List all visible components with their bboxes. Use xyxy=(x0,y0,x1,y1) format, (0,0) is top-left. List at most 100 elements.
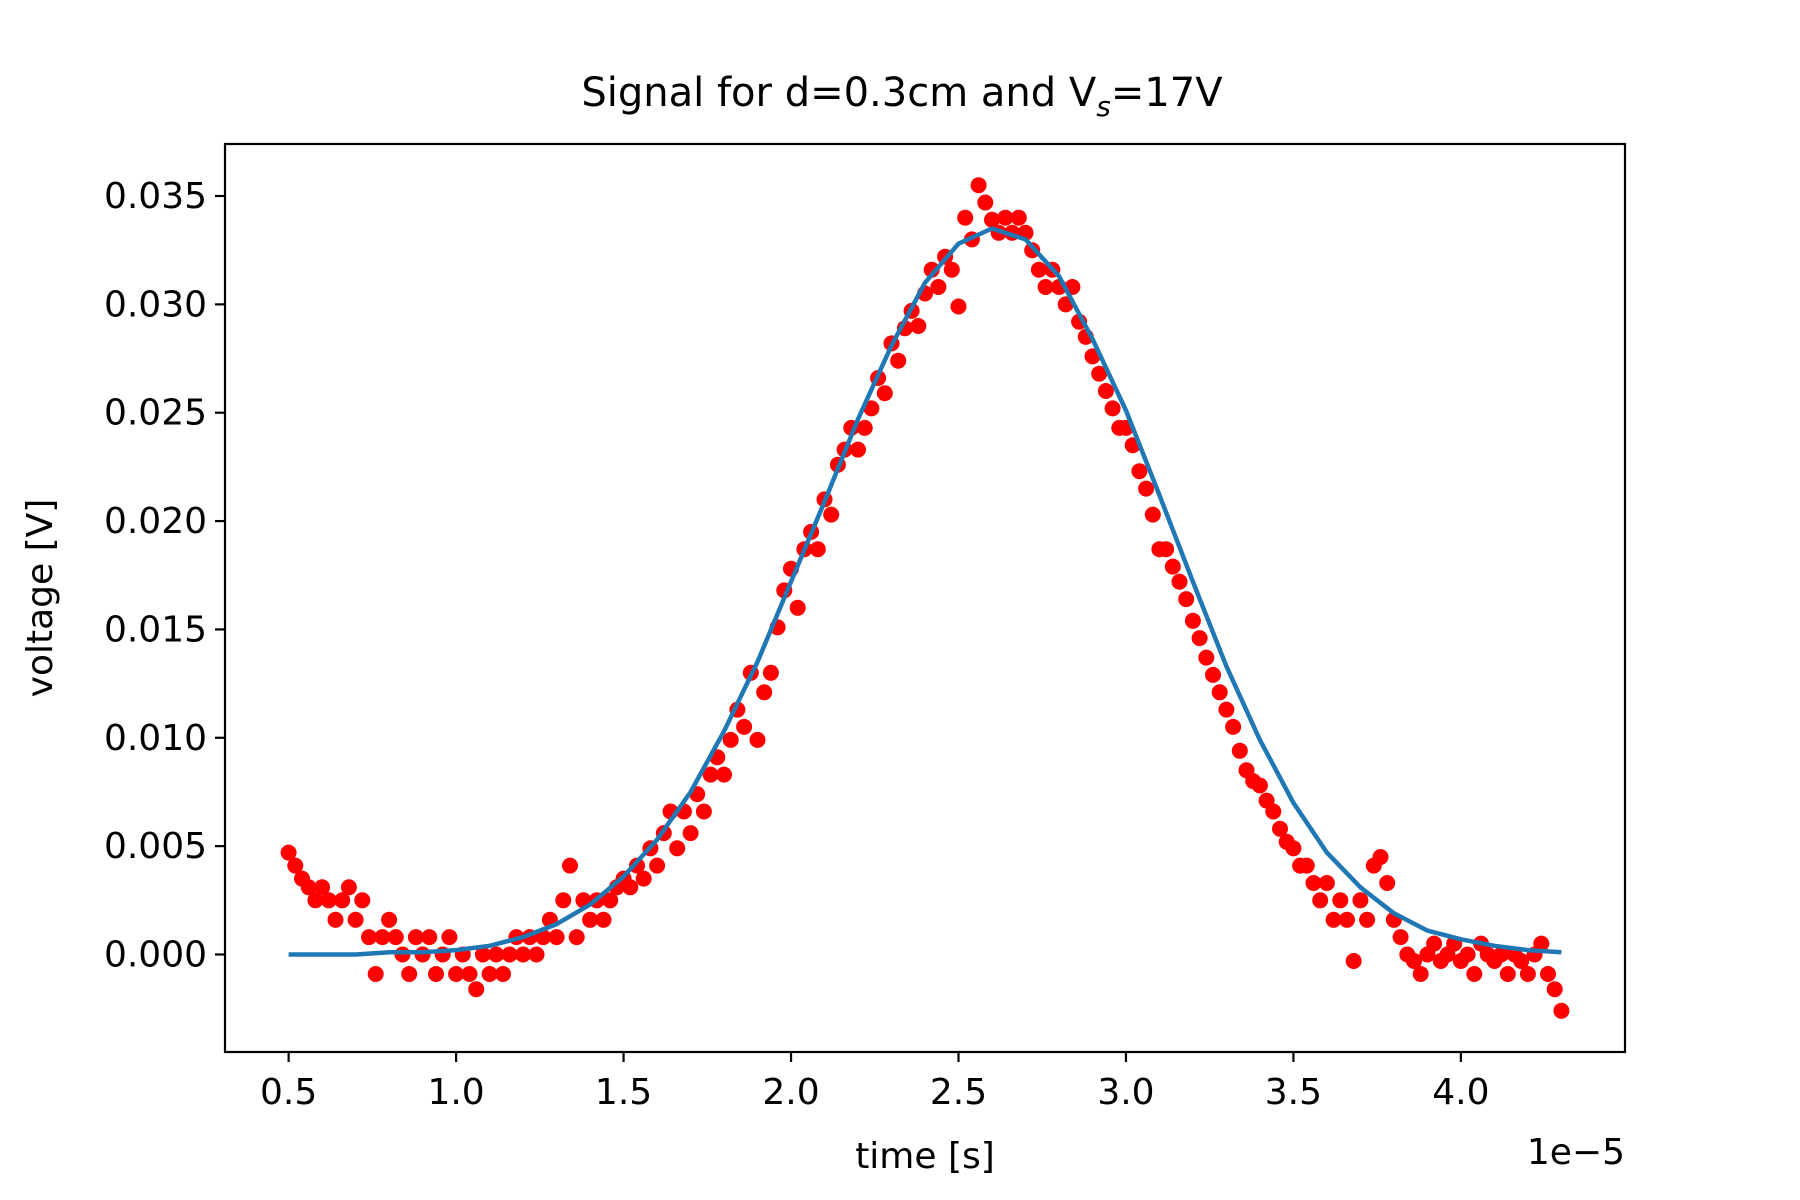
y-axis-label: voltage [V] xyxy=(20,499,61,698)
x-tick-label: 3.0 xyxy=(1097,1072,1154,1113)
data-point xyxy=(501,946,518,963)
x-tick-label: 1.0 xyxy=(427,1072,484,1113)
data-point xyxy=(1519,966,1536,982)
data-point xyxy=(515,946,532,963)
data-point xyxy=(1493,946,1510,963)
data-point xyxy=(481,966,498,982)
plot-area xyxy=(280,177,1570,1019)
data-point xyxy=(307,892,324,909)
data-point xyxy=(635,870,652,887)
data-point xyxy=(1144,506,1161,523)
data-point xyxy=(568,929,585,946)
data-point xyxy=(1459,946,1476,963)
data-point xyxy=(695,803,712,820)
x-axis-label: time [s] xyxy=(855,1136,995,1177)
data-point xyxy=(923,261,940,278)
x-offset-label: 1e−5 xyxy=(1527,1132,1625,1173)
data-point xyxy=(381,911,398,928)
data-point xyxy=(1030,261,1047,278)
data-point xyxy=(850,441,866,458)
data-point xyxy=(1010,209,1027,226)
data-point xyxy=(1359,911,1376,928)
data-point xyxy=(1037,279,1054,295)
data-point xyxy=(1352,892,1369,909)
x-tick-label: 0.5 xyxy=(260,1072,317,1113)
y-tick-label: 0.005 xyxy=(104,826,207,867)
y-tick-label: 0.020 xyxy=(104,501,207,542)
y-tick-label: 0.035 xyxy=(104,176,207,217)
axis-ticks: 0.5 1.0 1.5 2.0 2.5 3.0 3.5 4.0 0.000 0.005 0.010 0… xyxy=(104,176,1490,1113)
data-point xyxy=(1466,966,1483,982)
data-point xyxy=(890,352,907,369)
data-point xyxy=(876,385,893,402)
chart-title-subscript: s xyxy=(1096,90,1111,123)
y-tick-label: 0.015 xyxy=(104,609,207,650)
data-point xyxy=(340,879,357,896)
axes-frame xyxy=(223,142,1627,1054)
y-tick-label: 0.010 xyxy=(104,718,207,759)
data-point xyxy=(1513,953,1530,969)
data-point xyxy=(649,857,666,874)
data-point xyxy=(1345,953,1362,969)
data-point xyxy=(863,400,880,417)
data-point xyxy=(441,929,458,946)
data-point xyxy=(930,279,947,295)
data-point xyxy=(1104,400,1121,417)
data-point xyxy=(722,731,739,748)
data-point xyxy=(1265,803,1282,820)
data-point xyxy=(1339,911,1355,928)
data-point xyxy=(387,929,404,946)
data-point xyxy=(528,946,545,963)
data-point xyxy=(1251,777,1268,794)
data-point xyxy=(1091,365,1108,382)
data-point xyxy=(809,541,826,558)
data-point xyxy=(1372,849,1389,865)
data-point xyxy=(789,599,806,616)
data-point xyxy=(1325,911,1342,928)
data-point xyxy=(762,664,779,681)
data-point xyxy=(629,857,645,874)
data-point xyxy=(910,318,927,334)
data-point xyxy=(300,879,317,896)
data-point xyxy=(562,857,578,874)
data-point xyxy=(669,840,686,857)
data-point xyxy=(354,892,371,909)
data-point xyxy=(1305,875,1322,891)
data-point xyxy=(716,766,732,783)
x-tick-label: 2.0 xyxy=(762,1072,819,1113)
data-point xyxy=(548,929,565,946)
data-point xyxy=(495,966,511,982)
data-point xyxy=(970,177,987,194)
data-point xyxy=(1131,463,1148,480)
chart-title-suffix: =17V xyxy=(1111,70,1223,116)
data-point xyxy=(1540,966,1556,982)
data-point xyxy=(1412,966,1429,982)
data-point xyxy=(474,946,491,963)
data-point xyxy=(602,892,619,909)
data-point xyxy=(468,981,485,998)
data-point xyxy=(1218,701,1235,718)
data-point xyxy=(1406,953,1422,969)
data-point xyxy=(1097,383,1114,399)
data-point xyxy=(1231,742,1248,759)
data-point xyxy=(320,892,337,909)
data-point xyxy=(1298,857,1315,874)
data-point xyxy=(1272,820,1288,837)
data-point xyxy=(957,209,974,226)
data-point xyxy=(314,879,331,896)
data-point xyxy=(1171,573,1188,590)
data-point xyxy=(622,879,639,896)
data-point xyxy=(1164,558,1181,575)
data-point xyxy=(361,929,377,946)
data-point xyxy=(448,966,465,982)
data-point xyxy=(984,211,1000,228)
data-point xyxy=(280,844,297,861)
data-point xyxy=(1211,684,1228,701)
data-point xyxy=(749,731,766,748)
chart-title: Signal for d=0.3cm and Vs=17V xyxy=(581,70,1223,123)
data-point xyxy=(1158,541,1175,558)
data-point xyxy=(1392,929,1409,946)
data-point xyxy=(488,946,505,963)
y-tick-label: 0.025 xyxy=(104,393,207,434)
